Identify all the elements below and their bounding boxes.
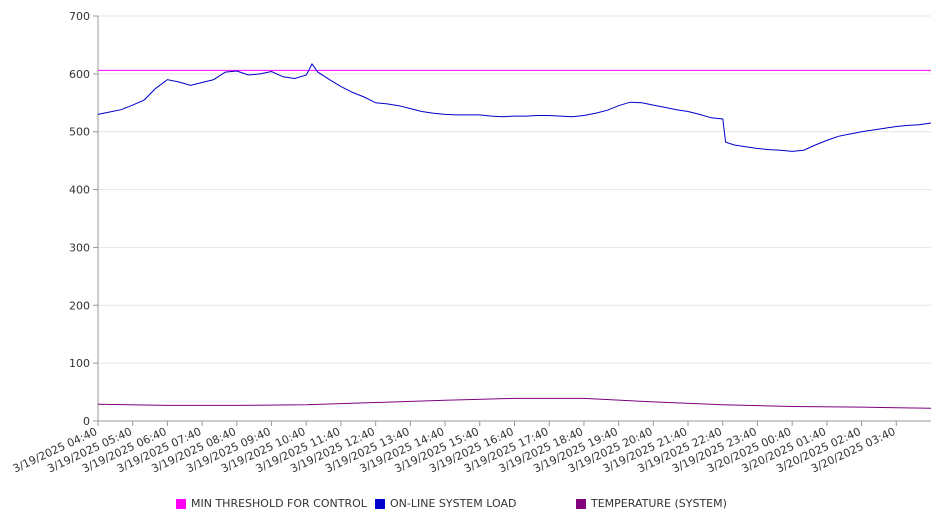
grid-lines: [98, 15, 931, 422]
y-tick-label: 600: [69, 68, 90, 81]
legend-label-min-threshold: MIN THRESHOLD FOR CONTROL: [191, 497, 367, 510]
legend-item-min-threshold[interactable]: MIN THRESHOLD FOR CONTROL: [176, 497, 367, 510]
series-layer: [97, 63, 932, 409]
legend-item-system-load[interactable]: ON-LINE SYSTEM LOAD: [375, 497, 516, 510]
legend-swatch-min-threshold: [176, 498, 186, 509]
legend: MIN THRESHOLD FOR CONTROL ON-LINE SYSTEM…: [0, 497, 946, 515]
system-load-line: [97, 63, 932, 152]
y-tick-label: 500: [69, 126, 90, 139]
legend-swatch-system-load: [375, 498, 385, 509]
y-axis: 0 100 200 300 400 500 600 700: [69, 10, 99, 428]
y-tick-label: 300: [69, 241, 90, 254]
legend-label-temperature: TEMPERATURE (SYSTEM): [591, 497, 727, 510]
x-axis: 3/19/2025 04:403/19/2025 05:403/19/2025 …: [11, 420, 931, 475]
temperature-line: [97, 397, 932, 409]
legend-item-temperature[interactable]: TEMPERATURE (SYSTEM): [576, 497, 727, 510]
y-tick-label: 100: [69, 357, 90, 370]
legend-label-system-load: ON-LINE SYSTEM LOAD: [390, 497, 517, 510]
y-tick-label: 200: [69, 299, 90, 312]
line-chart: 0 100 200 300 400 500 600 700 3/19/2025 04:403/…: [11, 10, 932, 475]
legend-swatch-temperature: [576, 498, 586, 509]
y-tick-label: 0: [83, 415, 90, 428]
y-tick-label: 400: [69, 184, 90, 197]
y-tick-label: 700: [69, 10, 90, 23]
